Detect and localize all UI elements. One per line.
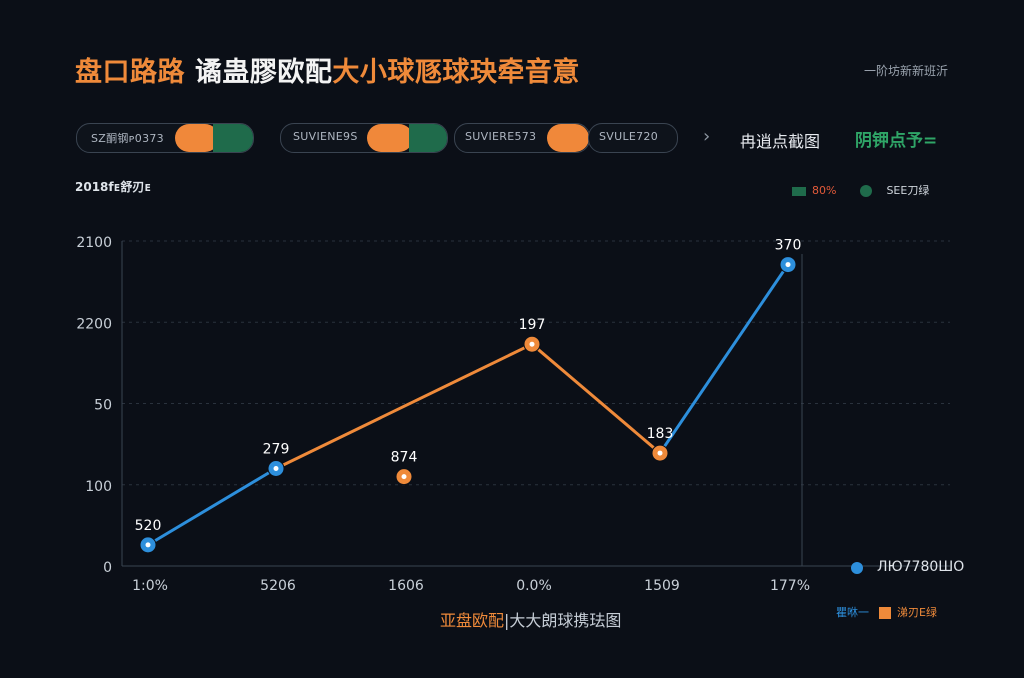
x-tick-label: 0.0%: [516, 578, 552, 594]
y-tick-label: 2200: [76, 316, 112, 332]
chevron-right-icon[interactable]: ›: [703, 126, 711, 147]
filter-pill-4[interactable]: SVULE720: [588, 123, 678, 153]
y-tick-label: 100: [85, 479, 112, 495]
series-line-segment: [658, 263, 790, 455]
page-title: 盘口路路 谲蛊膠欧配大小球豗球玦牵音意: [75, 50, 580, 89]
data-point-center: [785, 262, 791, 268]
data-label: 520: [135, 518, 162, 534]
data-point-center: [529, 341, 535, 347]
filter-pill-2-text: SUVIENE9S: [293, 130, 358, 143]
filter-pill-1-text: SZ酮钢ᴘ0373: [91, 132, 164, 145]
filter-pill-4-text: SVULE720: [599, 130, 659, 143]
data-label: 370: [775, 238, 802, 254]
x-tick-label: 1:0%: [132, 578, 168, 594]
top-right-label: 一阶坊新新班沂: [863, 64, 948, 78]
x-axis-caption: 亚盘欧配|大大朗球携珐图: [440, 607, 621, 631]
legend-blue-dot: [851, 562, 863, 574]
legend-swatch-green-bar: [792, 186, 806, 196]
data-label: 279: [263, 442, 290, 458]
filter-pill-3-text: SUVIERE573: [465, 130, 537, 143]
data-point-center: [273, 466, 279, 471]
filter-pill-3[interactable]: SUVIERE573: [454, 123, 590, 153]
data-point-center: [145, 542, 151, 548]
x-tick-label: 1509: [644, 578, 680, 594]
data-point-center: [401, 474, 407, 480]
filter-pill-1-orange: [175, 124, 219, 152]
title-part-3: 大小球豗球玦牵音意: [332, 57, 580, 88]
data-point-center: [657, 450, 663, 456]
filter-pill-2-green: [409, 124, 447, 152]
legend-bottom-label-1: 瞿咻一: [836, 606, 869, 619]
data-label: 874: [391, 450, 418, 466]
y-tick-label: 0: [103, 560, 112, 576]
legend-right-label: ЛЮ7780ШО: [877, 559, 965, 575]
y-tick-label: 2100: [76, 235, 112, 251]
view-screenshot-link[interactable]: 冉逍点截图: [740, 132, 821, 151]
legend-bottom-label-2: 涕刃E绿: [897, 606, 937, 619]
green-action[interactable]: 阴钾点予=: [855, 131, 938, 151]
data-label: 197: [519, 317, 546, 333]
filter-pill-2[interactable]: SUVIENE9S: [280, 123, 448, 153]
filter-pill-1-green: [213, 124, 253, 152]
legend-swatch-green-dot: [860, 185, 873, 197]
chart-subtitle: 2018fᴇ舒刃ᴇ: [75, 180, 152, 194]
series-line-segment: [146, 467, 278, 547]
data-label: 183: [647, 426, 674, 442]
x-tick-label: 1606: [388, 578, 424, 594]
title-part-2: 谲蛊膠欧配: [185, 57, 333, 88]
x-tick-label: 5206: [260, 578, 296, 594]
title-part-1: 盘口路路: [75, 57, 185, 88]
y-tick-label: 50: [94, 398, 112, 414]
filter-pill-3-orange: [547, 124, 589, 152]
legend-top-label-2: SEE刀绿: [886, 184, 930, 197]
legend-top: 80% SEE刀绿: [792, 182, 929, 198]
filter-pill-1[interactable]: SZ酮钢ᴘ0373: [76, 123, 254, 153]
legend-top-label-1: 80%: [812, 184, 837, 197]
x-axis-caption-part-1: 亚盘欧配: [440, 611, 505, 630]
x-axis-caption-part-2: |大大朗球携珐图: [504, 611, 622, 630]
filter-pill-2-orange: [367, 124, 413, 152]
series-line-segment: [530, 342, 662, 455]
series-line-segment: [274, 342, 534, 470]
legend-bottom: 瞿咻一 涕刃E绿: [836, 604, 937, 620]
x-tick-label: 177%: [770, 578, 810, 594]
legend-bottom-swatch-orange: [879, 607, 891, 619]
